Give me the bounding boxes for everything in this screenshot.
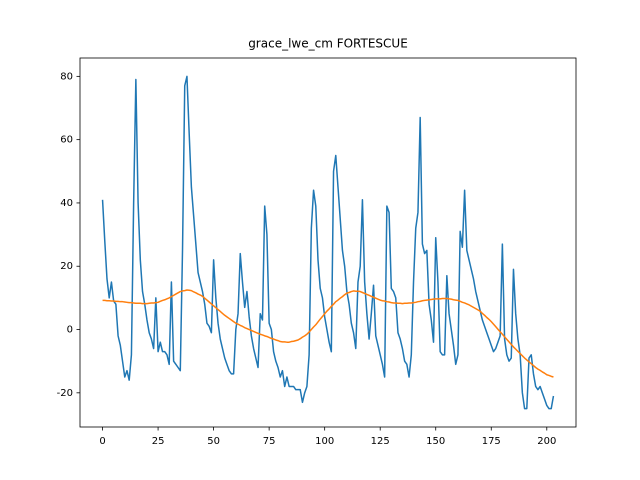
x-tick-label: 0: [99, 436, 105, 447]
y-tick-label: 0: [67, 325, 73, 336]
plot-frame: [79, 57, 577, 428]
y-tick-label: -20: [57, 388, 73, 399]
data-line: [101, 75, 555, 410]
x-tick-label: 100: [315, 436, 334, 447]
y-tick-label: 60: [60, 135, 73, 146]
x-tick-label: 200: [537, 436, 556, 447]
y-tick-label: 80: [60, 71, 73, 82]
data-line: [102, 289, 554, 378]
x-tick-label: 25: [152, 436, 165, 447]
x-tick-label: 175: [482, 436, 501, 447]
chart-title: grace_lwe_cm FORTESCUE: [248, 37, 408, 51]
y-tick-label: 40: [60, 198, 73, 209]
y-tick-label: 20: [60, 261, 73, 272]
x-tick-label: 150: [426, 436, 445, 447]
x-tick-label: 125: [371, 436, 390, 447]
x-tick-label: 50: [207, 436, 220, 447]
x-tick-label: 75: [263, 436, 276, 447]
